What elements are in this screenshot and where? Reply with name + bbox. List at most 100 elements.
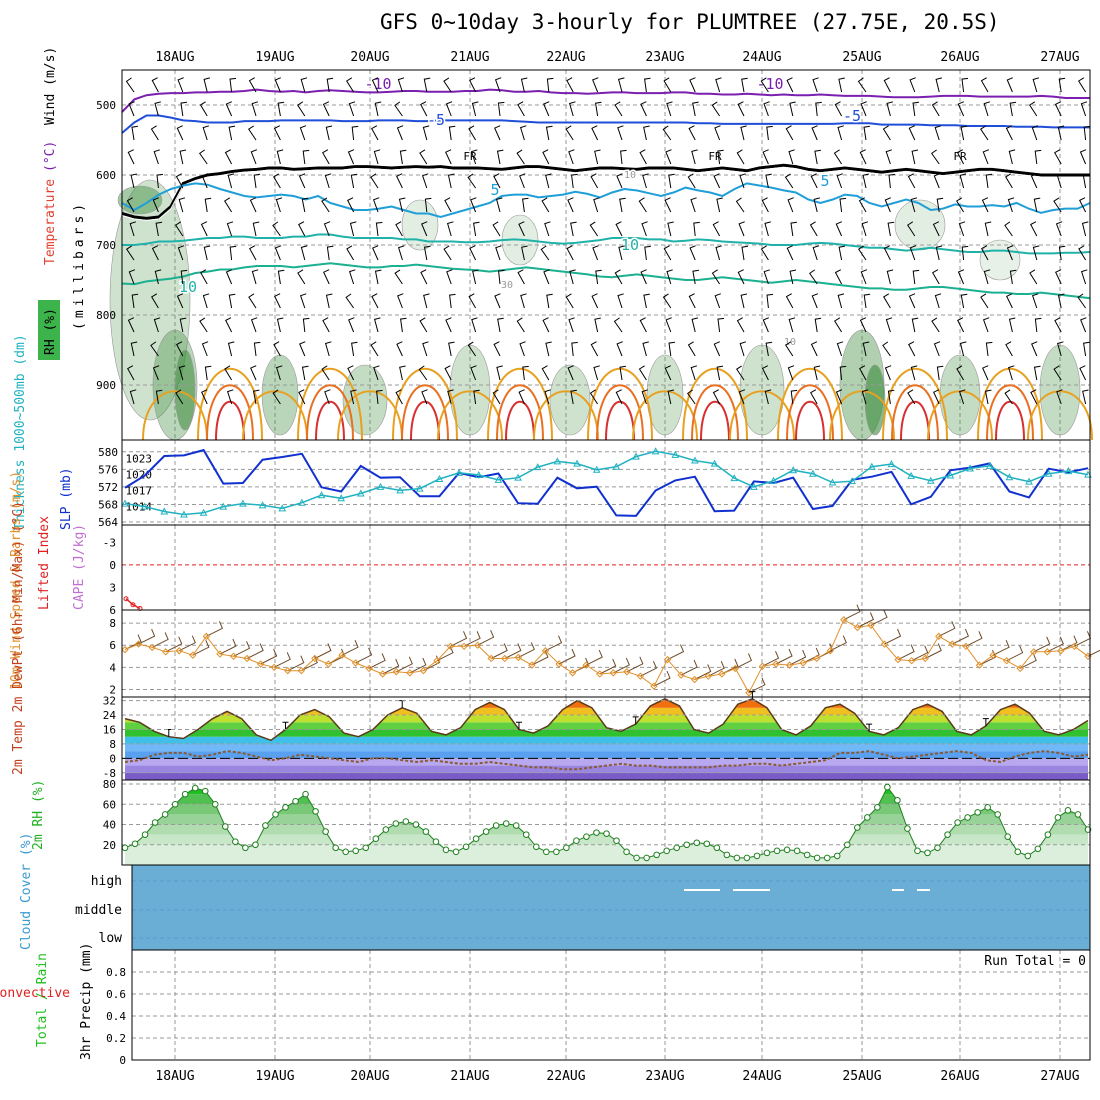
rh-marker — [974, 809, 981, 816]
wind-barb — [568, 317, 575, 333]
warm-contour — [392, 367, 458, 441]
date-label-top: 19AUG — [255, 50, 294, 65]
temp-band — [125, 758, 1088, 766]
wind-speed-marker — [582, 661, 590, 669]
wind-barb — [617, 293, 624, 309]
wind-barb — [227, 173, 235, 189]
wind-barb — [202, 293, 210, 309]
wind-barb-10m — [952, 628, 970, 645]
thickness-marker — [1025, 477, 1033, 485]
wind-barb — [910, 197, 918, 213]
wind-barb — [468, 293, 477, 309]
rh-marker — [663, 847, 670, 855]
rh-marker — [813, 854, 821, 862]
wind-barb — [351, 341, 358, 357]
wind-barb — [176, 341, 184, 357]
wind-barb — [741, 77, 748, 93]
wind-barb — [444, 365, 452, 381]
wind-barb — [789, 269, 797, 285]
thickness-marker — [337, 494, 346, 502]
wind-barb — [154, 101, 161, 117]
thickness-marker — [160, 507, 169, 515]
wind-barb-10m — [382, 658, 400, 675]
wind-barb — [276, 149, 284, 165]
wind-barb-10m — [504, 643, 522, 659]
wind-speed-marker — [338, 651, 346, 659]
slp-ylabel-right: SLP (mb) — [59, 467, 74, 530]
temp-tick: 8 — [109, 738, 116, 751]
rh-tick: 40 — [103, 819, 116, 832]
wind-barb — [907, 389, 916, 405]
wind-barb — [640, 101, 647, 117]
wind-barb — [738, 221, 745, 237]
ylabel-cloud: Cloud Cover (%) — [19, 833, 34, 950]
ylabel-rh2m: 2m RH (%) — [31, 780, 46, 850]
rh-marker — [653, 851, 660, 859]
wind-barb — [568, 149, 575, 165]
wind-barb-10m — [233, 641, 251, 657]
wind-barb — [1082, 173, 1090, 189]
wind-speed-marker — [596, 670, 604, 678]
wind-barb — [204, 365, 212, 381]
wind-tick: 6 — [109, 639, 116, 652]
wind-barb — [399, 365, 406, 381]
wind-barb — [471, 101, 479, 117]
rh-tick: 60 — [103, 798, 116, 811]
date-label-top: 20AUG — [350, 50, 389, 65]
wind-barb — [663, 245, 672, 261]
wind-barb — [740, 293, 748, 309]
wind-barb — [713, 341, 721, 357]
wind-barb — [862, 341, 870, 357]
wind-barb — [177, 245, 185, 261]
wind-speed-marker — [989, 651, 997, 659]
rh-marker — [482, 828, 490, 835]
wind-barb — [470, 365, 477, 381]
wind-barb — [912, 269, 920, 285]
precip-tick: 0.8 — [106, 966, 126, 979]
date-label-top: 23AUG — [645, 50, 684, 65]
warm-contour — [729, 390, 795, 441]
wind-barb — [522, 197, 529, 213]
wind-speed-marker — [1070, 642, 1079, 651]
wind-barb — [373, 149, 381, 165]
wind-barb — [834, 101, 843, 117]
pressure-tick: 700 — [96, 239, 116, 252]
wind-barb — [884, 197, 891, 213]
wind-barb — [351, 125, 359, 141]
thickness-marker — [828, 478, 837, 486]
wind-barb — [1032, 245, 1040, 261]
rh-marker — [462, 843, 470, 851]
warm-contour — [1027, 390, 1093, 441]
wind-barb — [321, 197, 330, 213]
wind-barb — [200, 269, 208, 285]
wind-barb — [839, 197, 847, 213]
wind-barb-10m — [314, 643, 332, 659]
stability-tick: 6 — [109, 604, 116, 617]
wind-barb — [593, 365, 600, 381]
wind-barb — [419, 149, 428, 165]
wind-barb — [322, 101, 330, 117]
wind-barb — [761, 197, 769, 213]
rh-marker — [312, 808, 319, 815]
wind-barb — [739, 341, 747, 357]
wind-barb — [738, 389, 746, 405]
wind-barb-10m — [246, 643, 264, 659]
page-title: GFS 0~10day 3-hourly for PLUMTREE (27.75… — [380, 10, 1000, 34]
thickness-marker — [514, 473, 522, 481]
wind-barb — [543, 269, 550, 285]
temp-tick: 0 — [109, 752, 116, 765]
wind-speed-marker — [284, 666, 292, 675]
wind-barb-10m — [396, 656, 413, 673]
wind-tick: 2 — [109, 683, 116, 696]
wind-barb — [960, 125, 968, 141]
wind-barb — [790, 389, 798, 405]
wind-barb-10m — [857, 612, 875, 628]
wind-barb — [741, 245, 748, 261]
wind-barb — [130, 341, 138, 357]
wind-barb-10m — [992, 640, 1010, 656]
wind-barb — [371, 125, 379, 141]
wind-barb-10m — [680, 659, 698, 676]
wind-barb — [226, 389, 234, 405]
thickness-marker — [907, 471, 915, 479]
wind-barb — [811, 125, 818, 141]
